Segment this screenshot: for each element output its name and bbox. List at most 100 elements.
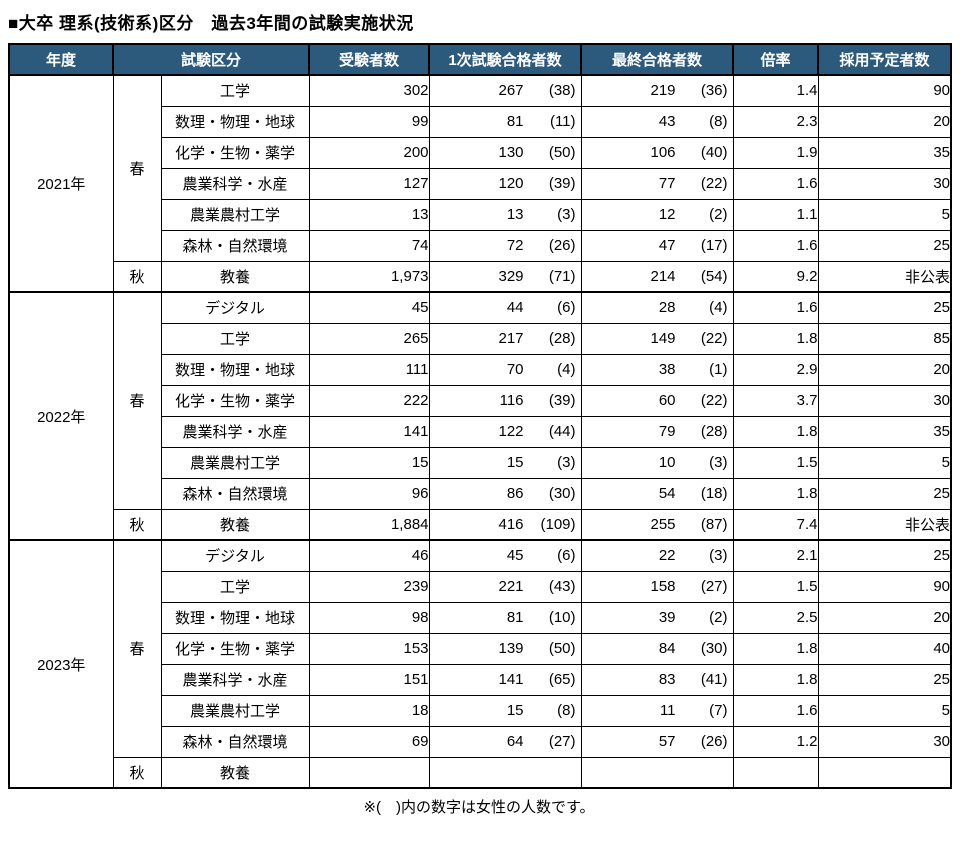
planned-cell: 5: [817, 198, 952, 231]
table-row: 化学・生物・薬学 200 130 (50) 106 (40) 1.9 35: [9, 136, 952, 169]
first-pass-cell-total: 122: [498, 423, 524, 440]
first-pass-cell: 217 (28): [428, 322, 582, 355]
final-pass-cell-female: (4): [709, 299, 728, 317]
applicants-cell: 18: [308, 694, 430, 727]
final-pass-cell-total: 10: [658, 454, 676, 471]
planned-cell: 非公表: [817, 260, 952, 293]
final-pass-cell-total: 84: [658, 640, 676, 657]
final-pass-cell-female: (40): [700, 144, 728, 161]
final-pass-cell: 255 (87): [580, 508, 734, 541]
season-cell: 秋: [112, 260, 162, 293]
category-cell: 教養: [160, 508, 310, 541]
final-pass-cell-total: 83: [658, 671, 676, 688]
final-pass-cell-total: 106: [650, 144, 676, 161]
category-cell: 化学・生物・薬学: [160, 384, 310, 417]
category-cell: 森林・自然環境: [160, 725, 310, 758]
final-pass-cell-female: (28): [700, 423, 728, 440]
final-pass-cell-total: 158: [650, 578, 676, 595]
first-pass-cell: 329 (71): [428, 260, 582, 293]
ratio-cell: 1.8: [732, 322, 819, 355]
first-pass-cell: [428, 756, 582, 789]
page-title: ■大卒 理系(技術系)区分 過去3年間の試験実施状況: [8, 14, 414, 33]
final-pass-cell-female: (27): [700, 578, 728, 595]
table-row: 農業科学・水産 127 120 (39) 77 (22) 1.6 30: [9, 167, 952, 200]
year-cell: 2023年: [8, 539, 114, 789]
applicants-cell: 15: [308, 446, 430, 479]
first-pass-cell-total: 81: [506, 609, 524, 626]
table-body: 2021年春工学 302 267 (38) 219 (36) 1.4 90 数理・物理・地球 99…: [8, 74, 952, 789]
first-pass-cell-female: (39): [548, 175, 576, 192]
final-pass-cell-female: (22): [700, 392, 728, 409]
final-pass-cell: 57 (26): [580, 725, 734, 758]
category-cell: 森林・自然環境: [160, 477, 310, 510]
planned-cell: 25: [817, 663, 952, 696]
ratio-cell: 1.6: [732, 229, 819, 262]
applicants-cell: 200: [308, 136, 430, 169]
first-pass-cell-female: (39): [548, 392, 576, 409]
final-pass-cell: 12 (2): [580, 198, 734, 231]
category-cell: 教養: [160, 756, 310, 789]
ratio-cell: 1.5: [732, 570, 819, 603]
applicants-cell: 99: [308, 105, 430, 138]
season-cell: 春: [112, 539, 162, 758]
planned-cell: 5: [817, 694, 952, 727]
final-pass-cell-female: (2): [709, 206, 728, 223]
final-pass-cell-total: 38: [658, 361, 676, 378]
final-pass-cell: 39 (2): [580, 601, 734, 634]
ratio-cell: 9.2: [732, 260, 819, 293]
first-pass-cell: 15 (8): [428, 694, 582, 727]
applicants-cell: 98: [308, 601, 430, 634]
ratio-cell: 1.1: [732, 198, 819, 231]
final-pass-cell-female: (7): [709, 702, 728, 719]
first-pass-cell-total: 141: [498, 671, 524, 688]
applicants-cell: 46: [308, 539, 430, 572]
season-cell: 秋: [112, 756, 162, 789]
category-cell: 教養: [160, 260, 310, 293]
first-pass-cell-female: (44): [548, 423, 576, 440]
planned-cell: 30: [817, 167, 952, 200]
table-row: 化学・生物・薬学 222 116 (39) 60 (22) 3.7 30: [9, 384, 952, 417]
applicants-cell: 96: [308, 477, 430, 510]
category-cell: 工学: [160, 74, 310, 107]
first-pass-cell-total: 81: [506, 113, 524, 130]
first-pass-cell-female: (4): [557, 361, 576, 378]
table-row: 森林・自然環境 96 86 (30) 54 (18) 1.8 25: [9, 477, 952, 510]
first-pass-cell-female: (6): [557, 547, 576, 565]
planned-cell: 90: [817, 570, 952, 603]
table-row: 農業農村工学 18 15 (8) 11 (7) 1.6 5: [9, 694, 952, 727]
first-pass-cell-total: 329: [498, 267, 524, 285]
first-pass-cell: 81 (11): [428, 105, 582, 138]
first-pass-cell-female: (3): [557, 454, 576, 471]
final-pass-cell-female: (17): [700, 237, 728, 254]
applicants-cell: 69: [308, 725, 430, 758]
first-pass-cell-female: (6): [557, 299, 576, 317]
category-cell: 農業農村工学: [160, 198, 310, 231]
table-header: 年度 試験区分 受験者数 1次試験合格者数 最終合格者数 倍率 採用予定者数: [8, 43, 952, 76]
final-pass-cell-total: 43: [658, 113, 676, 130]
final-pass-cell: 10 (3): [580, 446, 734, 479]
category-cell: 化学・生物・薬学: [160, 136, 310, 169]
category-cell: 農業科学・水産: [160, 663, 310, 696]
ratio-cell: 2.3: [732, 105, 819, 138]
first-pass-cell-female: (65): [548, 671, 576, 688]
table-row: 2023年春デジタル 46 45 (6) 22 (3) 2.1 25: [8, 539, 952, 789]
first-pass-cell-female: (71): [548, 267, 576, 285]
final-pass-cell-female: (87): [700, 515, 728, 533]
first-pass-cell-female: (30): [548, 485, 576, 502]
final-pass-cell-female: (2): [709, 609, 728, 626]
final-pass-cell: [580, 756, 734, 789]
final-pass-cell: 219 (36): [580, 74, 734, 107]
planned-cell: 25: [817, 477, 952, 510]
final-pass-cell-total: 149: [650, 330, 676, 347]
applicants-cell: 13: [308, 198, 430, 231]
first-pass-cell-total: 45: [506, 547, 524, 565]
final-pass-cell-female: (8): [709, 113, 728, 130]
category-cell: 工学: [160, 322, 310, 355]
final-pass-cell-female: (3): [709, 547, 728, 565]
category-cell: 森林・自然環境: [160, 229, 310, 262]
first-pass-cell: 86 (30): [428, 477, 582, 510]
table-row: 農業農村工学 15 15 (3) 10 (3) 1.5 5: [9, 446, 952, 479]
final-pass-cell-female: (36): [700, 82, 728, 100]
first-pass-cell-female: (38): [548, 82, 576, 100]
